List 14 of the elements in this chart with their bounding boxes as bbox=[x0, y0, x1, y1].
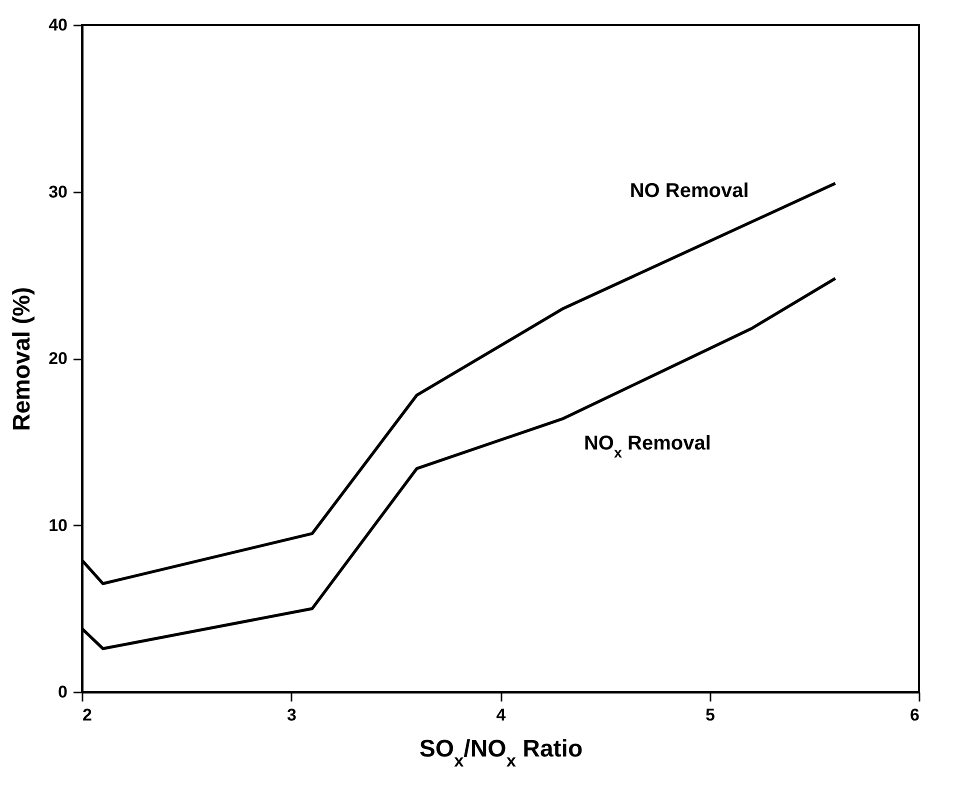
x-tick-label: 2 bbox=[82, 706, 92, 724]
series-label: NO Removal bbox=[630, 180, 749, 202]
series-label: NO$_{x}$ Removal bbox=[584, 432, 711, 462]
x-tick-label: 4 bbox=[496, 706, 506, 724]
y-axis-title: Removal (%) bbox=[8, 286, 36, 432]
y-tick-label: 40 bbox=[48, 16, 68, 34]
x-tick-label: 5 bbox=[706, 706, 715, 724]
x-tick-label: 6 bbox=[910, 706, 920, 724]
y-tick-label: 10 bbox=[48, 516, 68, 535]
x-tick-label: 3 bbox=[287, 706, 296, 724]
y-tick-label: 20 bbox=[48, 349, 68, 368]
y-tick-label: 0 bbox=[58, 682, 68, 702]
x-axis-title: SO$_{x}$/NO$_{x}$ Ratio bbox=[419, 736, 583, 770]
y-tick-label: 30 bbox=[48, 182, 68, 202]
